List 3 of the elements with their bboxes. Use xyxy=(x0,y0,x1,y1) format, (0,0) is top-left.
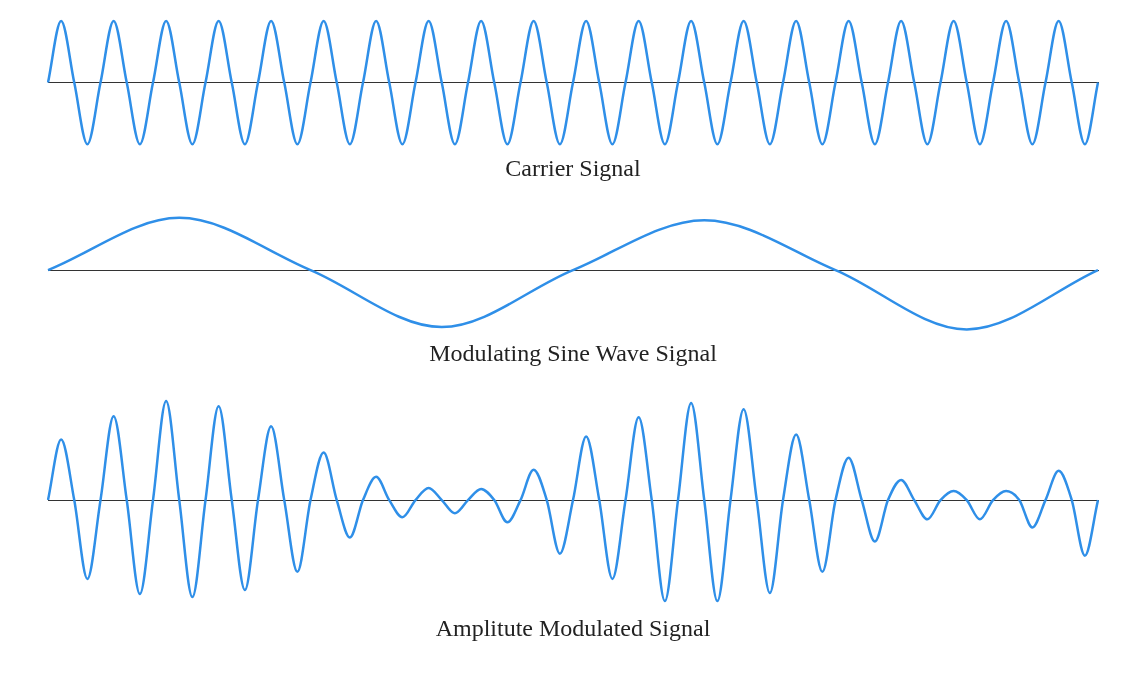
text: Modulating Sine Wave Signal xyxy=(429,339,718,366)
text: Carrier Signal xyxy=(505,154,641,181)
text: Amplitute Modulated Signal xyxy=(435,614,711,641)
